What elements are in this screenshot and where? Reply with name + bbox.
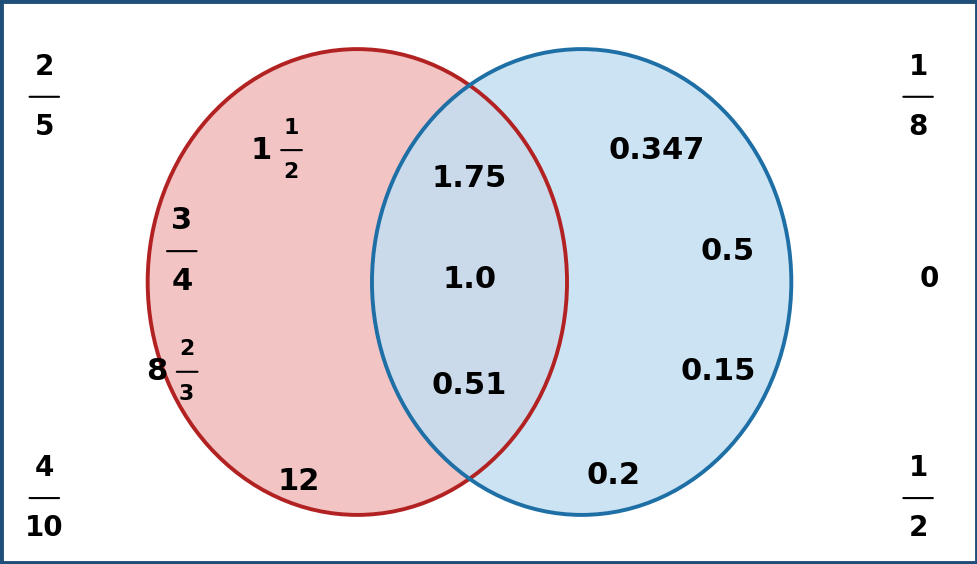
Text: 2: 2: [908, 514, 927, 542]
Ellipse shape: [371, 49, 790, 515]
Text: 0.5: 0.5: [701, 237, 754, 266]
Ellipse shape: [148, 49, 567, 515]
Text: 1: 1: [283, 118, 298, 138]
Text: 4: 4: [34, 455, 54, 482]
Text: 12: 12: [277, 467, 319, 496]
Text: 0.347: 0.347: [608, 135, 704, 165]
Text: 8: 8: [908, 112, 927, 140]
Text: 1.75: 1.75: [432, 164, 507, 193]
Text: 0: 0: [918, 265, 938, 293]
Text: 5: 5: [34, 112, 54, 140]
Text: 3: 3: [179, 384, 194, 404]
Text: 2: 2: [283, 162, 298, 183]
Text: 1.0: 1.0: [442, 265, 496, 294]
Text: 4: 4: [171, 267, 192, 296]
Text: 0.51: 0.51: [432, 371, 507, 400]
Text: 0.2: 0.2: [586, 461, 640, 490]
Text: 1: 1: [908, 53, 927, 81]
Text: 1: 1: [250, 135, 272, 165]
Text: 8: 8: [146, 358, 167, 386]
Text: 2: 2: [179, 340, 194, 359]
Text: 2: 2: [34, 53, 54, 81]
Text: 10: 10: [25, 514, 64, 542]
Text: 1: 1: [908, 455, 927, 482]
Text: 3: 3: [171, 206, 192, 235]
Text: 0.15: 0.15: [680, 358, 755, 386]
